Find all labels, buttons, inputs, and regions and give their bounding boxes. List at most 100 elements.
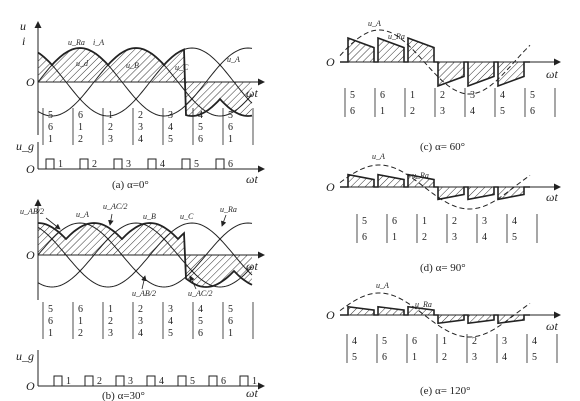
- gate-pulse-label: 4: [159, 376, 164, 387]
- panel-b-thyristor-table: 5 6 1 2 3 4 56 1 2 3 4 5 61 2 3 4 5 6 1: [42, 302, 254, 339]
- panel-b-wave-b: [37, 222, 253, 288]
- thyristor-cell: 1: [78, 316, 83, 327]
- panel-b-gate-origin: O: [26, 379, 35, 393]
- panel-b-gate-x-label: ωt: [246, 386, 258, 400]
- gate-pulse-label: 5: [194, 159, 199, 170]
- thyristor-cell: 5: [530, 90, 535, 101]
- gate-pulse-label: 1: [252, 376, 257, 387]
- panel-c-label-ura: u_Ra: [388, 32, 405, 41]
- panel-d-x-label: ωt: [546, 190, 558, 204]
- panel-a-wave-c: [37, 47, 253, 117]
- thyristor-cell: 6: [48, 316, 53, 327]
- thyristor-cell: 1: [422, 216, 427, 227]
- gate-pulse: [115, 375, 125, 386]
- panel-d-label-ura: u_Ra: [412, 171, 429, 180]
- panel-b-wave-c: [37, 222, 253, 288]
- gate-pulse-label: 6: [221, 376, 226, 387]
- gate-pulse-label: 6: [228, 159, 233, 170]
- panel-b-origin: O: [26, 248, 35, 262]
- panel-a-output-envelope: [37, 47, 253, 117]
- panel-b-label-ua: u_A: [76, 210, 89, 219]
- thyristor-cell: 2: [472, 336, 477, 347]
- panel-e-output-envelope: [340, 305, 530, 325]
- panel-a-origin: O: [26, 75, 35, 89]
- thyristor-cell: 6: [412, 336, 417, 347]
- thyristor-cell: 6: [380, 90, 385, 101]
- panel-d-output-envelope: [340, 173, 530, 201]
- panel-b-arrow-ura: [221, 214, 227, 227]
- panel-c-caption: (c) α= 60°: [420, 141, 465, 153]
- panel-e-origin: O: [326, 308, 335, 322]
- thyristor-cell: 4: [532, 336, 537, 347]
- panel-e-label-ua: u_A: [376, 281, 389, 290]
- thyristor-cell: 3: [138, 122, 143, 133]
- thyristor-cell: 1: [228, 134, 233, 145]
- thyristor-cell: 5: [382, 336, 387, 347]
- panel-b-arrow-uab-bottom: [141, 275, 147, 290]
- panel-d-label-ua: u_A: [372, 152, 385, 161]
- panel-e: O ωt u_A u_Ra 4 5 6 1 2 3 4 5 6 1 2 3 4 5 (e) α= 120°: [326, 281, 561, 397]
- panel-a-gate-x-label: ωt: [246, 172, 258, 186]
- thyristor-cell: 6: [198, 328, 203, 339]
- gate-pulse-label: 2: [92, 159, 97, 170]
- panel-a-hatch-region: [38, 48, 252, 116]
- panel-b-label-uac-bottom: u_AC/2: [188, 289, 212, 298]
- panel-c-thyristor-table: 5 6 1 2 3 4 5 6 1 2 3 4 5 6: [344, 88, 556, 117]
- thyristor-cell: 5: [512, 232, 517, 243]
- thyristor-cell: 5: [352, 352, 357, 363]
- gate-pulse-label: 3: [128, 376, 133, 387]
- gate-pulse: [113, 158, 123, 169]
- panel-b-arrow-uac-bottom: [189, 275, 197, 290]
- gate-pulse: [177, 375, 187, 386]
- panel-c: O ωt u_A u_Ra 5 6 1 2 3 4 5 6 1 2 3 4 5 6 (c) α= 60°: [326, 19, 561, 153]
- panel-b: O ωt u_AB/2 u_A u_AC/2 u_B u_C u_Ra u_AB…: [16, 199, 265, 401]
- panel-b-label-ura: u_Ra: [220, 205, 237, 214]
- panel-b-label-uab-bottom: u_AB/2: [132, 289, 156, 298]
- panel-a-label-ura: u_Ra: [68, 38, 85, 47]
- thyristor-cell: 1: [412, 352, 417, 363]
- thyristor-cell: 3: [502, 336, 507, 347]
- thyristor-cell: 2: [78, 134, 83, 145]
- thyristor-cell: 3: [138, 316, 143, 327]
- panel-a-label-uc: u_C: [175, 63, 189, 72]
- thyristor-cell: 3: [472, 352, 477, 363]
- panel-e-x-label: ωt: [546, 319, 558, 333]
- gate-pulse: [79, 158, 89, 169]
- panel-c-label-ua: u_A: [368, 19, 381, 28]
- gate-pulse-label: 4: [160, 159, 165, 170]
- thyristor-cell: 6: [198, 134, 203, 145]
- gate-pulse: [45, 158, 55, 169]
- panel-a-label-ua: u_A: [227, 55, 240, 64]
- thyristor-cell: 2: [108, 316, 113, 327]
- panel-a-x-label: ωt: [246, 86, 258, 100]
- panel-b-hatch-region: [38, 223, 252, 287]
- thyristor-cell: 3: [168, 110, 173, 121]
- gate-pulse: [146, 375, 156, 386]
- panel-d-hatch-region: [340, 174, 524, 200]
- panel-a-thyristor-table: 5 6 1 2 3 4 56 1 2 3 4 5 61 2 3 4 5 6 1: [42, 108, 254, 145]
- thyristor-cell: 2: [108, 122, 113, 133]
- panel-c-hatch-region: [340, 38, 524, 86]
- thyristor-cell: 6: [228, 122, 233, 133]
- gate-pulse-label: 1: [66, 376, 71, 387]
- thyristor-cell: 2: [78, 328, 83, 339]
- thyristor-cell: 1: [78, 122, 83, 133]
- thyristor-cell: 5: [350, 90, 355, 101]
- gate-pulse-label: 2: [97, 376, 102, 387]
- thyristor-cell: 5: [362, 216, 367, 227]
- thyristor-cell: 5: [168, 328, 173, 339]
- thyristor-cell: 4: [198, 304, 203, 315]
- panel-a-caption: (a) α=0°: [112, 179, 149, 191]
- thyristor-cell: 5: [168, 134, 173, 145]
- panel-d-caption: (d) α= 90°: [420, 262, 466, 274]
- panel-e-label-ura: u_Ra: [415, 300, 432, 309]
- thyristor-cell: 6: [350, 106, 355, 117]
- panel-b-caption: (b) α=30°: [102, 390, 145, 401]
- panel-e-reference-wave: [339, 292, 531, 338]
- panel-b-x-label: ωt: [246, 259, 258, 273]
- thyristor-cell: 5: [228, 110, 233, 121]
- panel-a-label-ub: u_B: [126, 61, 139, 70]
- panel-a-y-label-i: i: [22, 34, 25, 48]
- thyristor-cell: 1: [108, 304, 113, 315]
